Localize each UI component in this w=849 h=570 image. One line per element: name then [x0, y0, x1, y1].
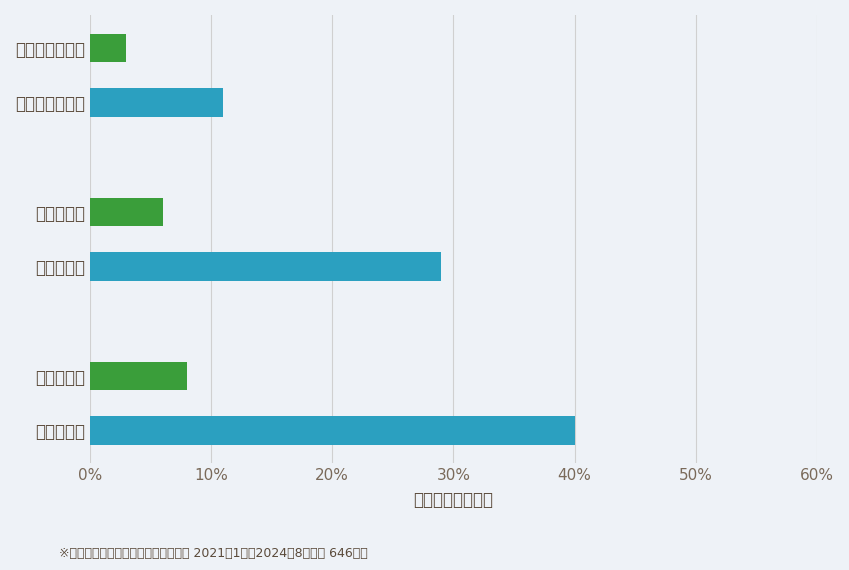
Text: ※弊社受付の案件を対象に集計（期間 2021年1月～2024年8月、訖 646件）: ※弊社受付の案件を対象に集計（期間 2021年1月～2024年8月、訖 646件… — [59, 547, 368, 560]
Bar — [90, 361, 187, 390]
Bar — [90, 198, 162, 226]
Bar — [90, 416, 575, 445]
Bar — [90, 34, 127, 62]
Bar — [90, 252, 441, 280]
Bar — [90, 88, 223, 117]
X-axis label: 件数の割合（％）: 件数の割合（％） — [413, 491, 493, 510]
